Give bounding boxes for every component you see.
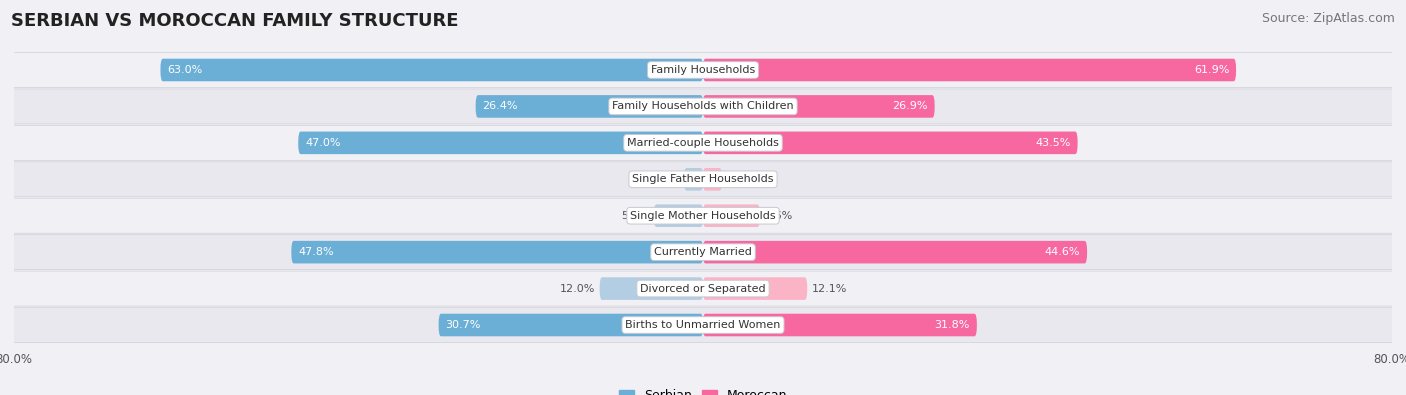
Text: Married-couple Households: Married-couple Households: [627, 138, 779, 148]
FancyBboxPatch shape: [160, 59, 703, 81]
Text: 43.5%: 43.5%: [1035, 138, 1071, 148]
Text: 5.7%: 5.7%: [621, 211, 650, 221]
Text: 2.2%: 2.2%: [727, 174, 755, 184]
FancyBboxPatch shape: [599, 277, 703, 300]
Text: 26.9%: 26.9%: [893, 102, 928, 111]
FancyBboxPatch shape: [475, 95, 703, 118]
FancyBboxPatch shape: [703, 314, 977, 336]
FancyBboxPatch shape: [703, 59, 1236, 81]
FancyBboxPatch shape: [703, 132, 1077, 154]
Text: Family Households: Family Households: [651, 65, 755, 75]
Text: Family Households with Children: Family Households with Children: [612, 102, 794, 111]
Text: 44.6%: 44.6%: [1045, 247, 1080, 257]
Text: Source: ZipAtlas.com: Source: ZipAtlas.com: [1261, 12, 1395, 25]
FancyBboxPatch shape: [10, 125, 1396, 160]
FancyBboxPatch shape: [10, 308, 1396, 342]
Text: 6.6%: 6.6%: [763, 211, 793, 221]
Text: 12.1%: 12.1%: [811, 284, 846, 293]
FancyBboxPatch shape: [291, 241, 703, 263]
FancyBboxPatch shape: [703, 277, 807, 300]
FancyBboxPatch shape: [703, 205, 759, 227]
FancyBboxPatch shape: [10, 162, 1396, 197]
Text: 31.8%: 31.8%: [935, 320, 970, 330]
FancyBboxPatch shape: [10, 235, 1396, 270]
Text: 12.0%: 12.0%: [560, 284, 595, 293]
Legend: Serbian, Moroccan: Serbian, Moroccan: [614, 384, 792, 395]
FancyBboxPatch shape: [685, 168, 703, 190]
Text: Single Mother Households: Single Mother Households: [630, 211, 776, 221]
Text: 63.0%: 63.0%: [167, 65, 202, 75]
Text: 26.4%: 26.4%: [482, 102, 517, 111]
Text: Divorced or Separated: Divorced or Separated: [640, 284, 766, 293]
FancyBboxPatch shape: [703, 168, 721, 190]
Text: SERBIAN VS MOROCCAN FAMILY STRUCTURE: SERBIAN VS MOROCCAN FAMILY STRUCTURE: [11, 12, 458, 30]
FancyBboxPatch shape: [654, 205, 703, 227]
Text: Currently Married: Currently Married: [654, 247, 752, 257]
Text: 61.9%: 61.9%: [1194, 65, 1229, 75]
Text: 2.2%: 2.2%: [651, 174, 679, 184]
FancyBboxPatch shape: [703, 95, 935, 118]
Text: 30.7%: 30.7%: [446, 320, 481, 330]
FancyBboxPatch shape: [298, 132, 703, 154]
FancyBboxPatch shape: [10, 53, 1396, 87]
FancyBboxPatch shape: [10, 89, 1396, 124]
Text: 47.8%: 47.8%: [298, 247, 333, 257]
FancyBboxPatch shape: [10, 198, 1396, 233]
Text: Births to Unmarried Women: Births to Unmarried Women: [626, 320, 780, 330]
FancyBboxPatch shape: [439, 314, 703, 336]
Text: Single Father Households: Single Father Households: [633, 174, 773, 184]
FancyBboxPatch shape: [703, 241, 1087, 263]
FancyBboxPatch shape: [10, 271, 1396, 306]
Text: 47.0%: 47.0%: [305, 138, 340, 148]
